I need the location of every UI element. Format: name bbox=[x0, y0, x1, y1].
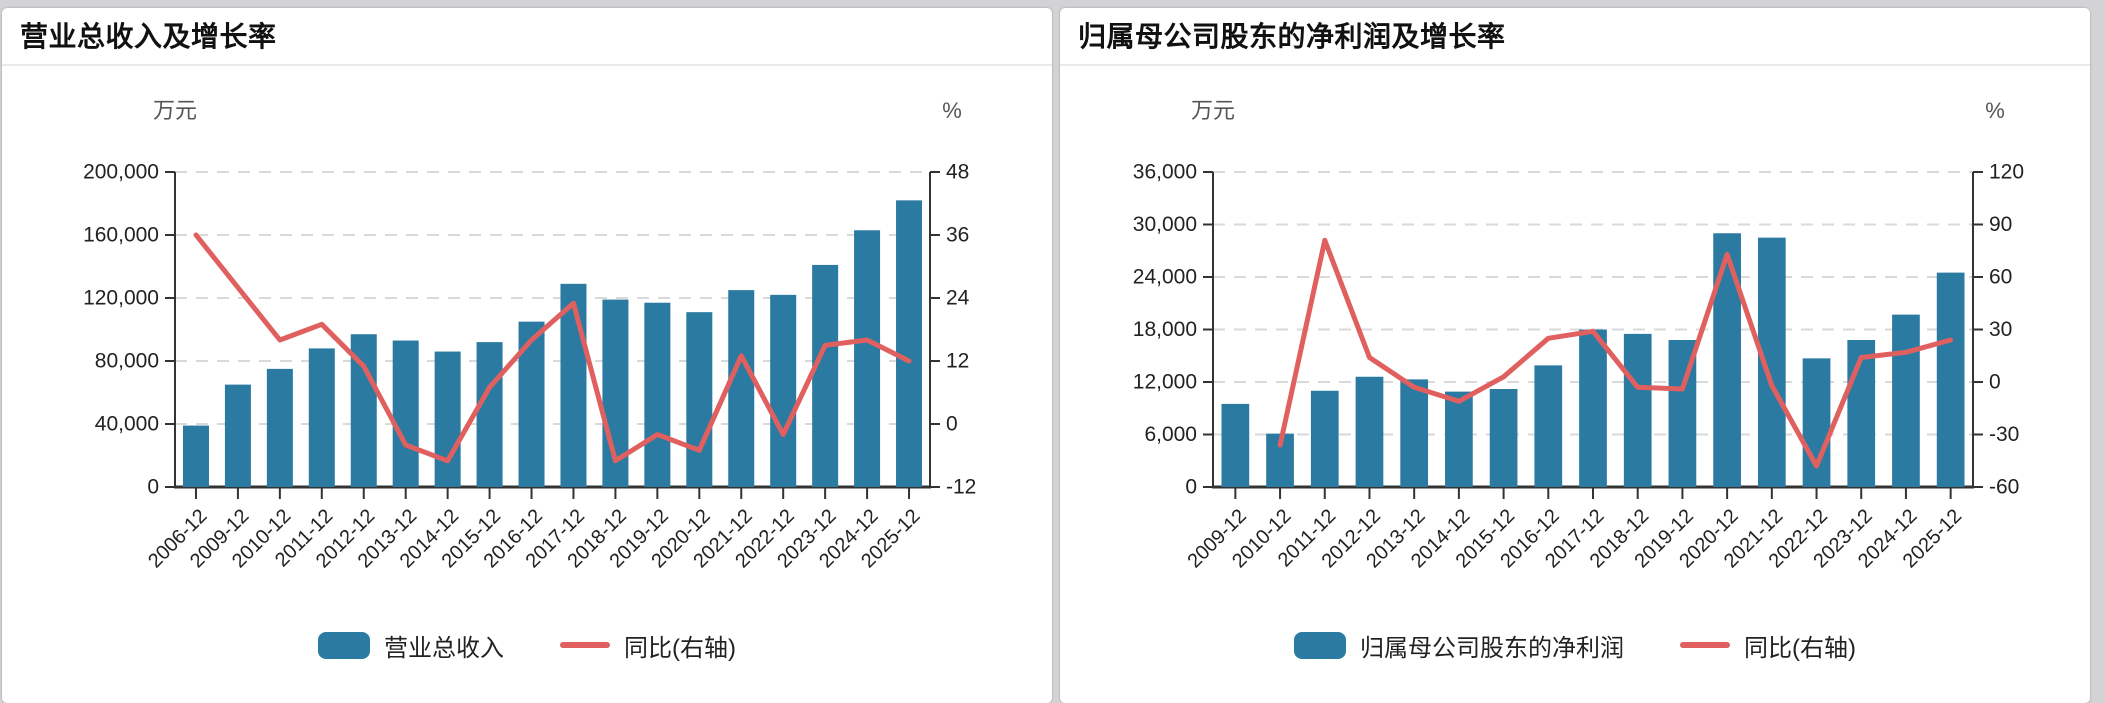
bar bbox=[770, 294, 797, 487]
bar-series-swatch bbox=[318, 631, 370, 659]
left-axis-tick-label: 200,000 bbox=[83, 161, 159, 184]
bar bbox=[308, 348, 335, 487]
bar bbox=[392, 340, 419, 487]
left-axis-tick-label: 40,000 bbox=[95, 413, 159, 436]
left-axis-tick-label: 6,000 bbox=[1144, 423, 1197, 446]
revenue-chart-panel: 营业总收入及增长率 200,000 160,000 120,000 80,000 40,… bbox=[2, 8, 1052, 703]
revenue-chart-canvas: 200,000 160,000 120,000 80,000 40,000 0 48 36 24… bbox=[83, 98, 976, 572]
bar bbox=[1847, 340, 1876, 487]
bar bbox=[434, 351, 461, 487]
bar-series-swatch bbox=[1294, 631, 1346, 659]
legend-label-net-profit-line: 同比(右轴) bbox=[1744, 634, 1856, 662]
bar-series bbox=[1221, 233, 1965, 487]
bar bbox=[1534, 365, 1563, 487]
bar bbox=[1623, 333, 1652, 487]
right-axis-tick-label: 90 bbox=[1989, 213, 2012, 236]
bar bbox=[1400, 379, 1429, 487]
right-axis-unit-label: % bbox=[942, 98, 962, 123]
legend-item-net-profit-line[interactable]: 同比(右轴) bbox=[1680, 628, 1856, 663]
bar bbox=[1713, 233, 1741, 487]
bar bbox=[1579, 329, 1607, 487]
net-profit-chart-panel: 归属母公司股东的净利润及增长率 36,000 30,000 24,000 18,000… bbox=[1060, 8, 2090, 703]
bar bbox=[1221, 403, 1250, 487]
left-axis-tick-label: 120,000 bbox=[83, 287, 159, 310]
net-profit-chart-canvas: 36,000 30,000 24,000 18,000 12,000 6,000 0 120 9… bbox=[1133, 98, 2024, 572]
bar bbox=[1489, 389, 1518, 487]
bar bbox=[686, 312, 713, 487]
right-axis-tick-label: 0 bbox=[1989, 371, 2001, 394]
right-axis-tick-label: 30 bbox=[1989, 318, 2012, 341]
legend-net-profit: 归属母公司股东的净利润 同比(右轴) bbox=[1060, 628, 2090, 662]
bar bbox=[812, 264, 839, 487]
legend-label-revenue-line: 同比(右轴) bbox=[624, 634, 736, 662]
left-axis-unit-label: 万元 bbox=[153, 98, 197, 123]
legend-label-revenue-bar: 营业总收入 bbox=[384, 634, 504, 662]
right-axis-tick-label: -12 bbox=[946, 476, 976, 499]
bar bbox=[182, 425, 209, 487]
right-axis-tick-label: 24 bbox=[946, 287, 970, 310]
left-axis-tick-label: 36,000 bbox=[1133, 161, 1197, 184]
bar bbox=[896, 200, 923, 487]
legend-item-net-profit-bar[interactable]: 归属母公司股东的净利润 bbox=[1294, 628, 1624, 663]
right-axis-tick-label: 36 bbox=[946, 224, 969, 247]
bar bbox=[266, 368, 293, 487]
line-series bbox=[193, 232, 912, 464]
left-axis-tick-label: 30,000 bbox=[1133, 213, 1197, 236]
right-axis-tick-label: 12 bbox=[946, 350, 969, 373]
left-axis-tick-label: 80,000 bbox=[95, 350, 159, 373]
chart-title-net-profit: 归属母公司股东的净利润及增长率 bbox=[1060, 8, 2090, 66]
right-axis-tick-label: 0 bbox=[946, 413, 958, 436]
bar bbox=[644, 302, 671, 487]
bar bbox=[1355, 376, 1384, 487]
left-axis-tick-label: 18,000 bbox=[1133, 318, 1197, 341]
left-axis-tick-label: 0 bbox=[1185, 476, 1197, 499]
bar bbox=[728, 290, 755, 487]
left-axis-tick-label: 160,000 bbox=[83, 224, 159, 247]
legend-label-net-profit-bar: 归属母公司股东的净利润 bbox=[1360, 634, 1624, 662]
bar bbox=[224, 384, 251, 487]
line-series-swatch bbox=[1680, 642, 1730, 648]
bar bbox=[1445, 391, 1473, 487]
left-axis-tick-label: 24,000 bbox=[1133, 266, 1197, 289]
bar bbox=[854, 230, 881, 487]
bar bbox=[560, 283, 587, 487]
right-axis-tick-label: 60 bbox=[1989, 266, 2012, 289]
bar-series bbox=[182, 200, 923, 487]
bar bbox=[518, 321, 545, 487]
bar bbox=[1892, 314, 1920, 487]
left-axis-tick-label: 12,000 bbox=[1133, 371, 1197, 394]
left-axis-tick-label: 0 bbox=[147, 476, 159, 499]
bar bbox=[1936, 272, 1965, 487]
bar bbox=[1310, 390, 1339, 487]
legend-item-revenue-bar[interactable]: 营业总收入 bbox=[318, 628, 504, 663]
legend-revenue: 营业总收入 同比(右轴) bbox=[2, 628, 1052, 662]
line-series-swatch bbox=[560, 642, 610, 648]
right-axis-unit-label: % bbox=[1985, 98, 2005, 123]
right-axis-tick-label: 48 bbox=[946, 161, 969, 184]
bar bbox=[476, 342, 503, 487]
chart-title-revenue: 营业总收入及增长率 bbox=[2, 8, 1052, 66]
legend-item-revenue-line[interactable]: 同比(右轴) bbox=[560, 628, 736, 663]
right-axis-tick-label: -60 bbox=[1989, 476, 2019, 499]
right-axis-tick-label: 120 bbox=[1989, 161, 2024, 184]
line-series bbox=[1277, 237, 1954, 469]
right-axis-tick-label: -30 bbox=[1989, 423, 2019, 446]
left-axis-unit-label: 万元 bbox=[1191, 98, 1235, 123]
